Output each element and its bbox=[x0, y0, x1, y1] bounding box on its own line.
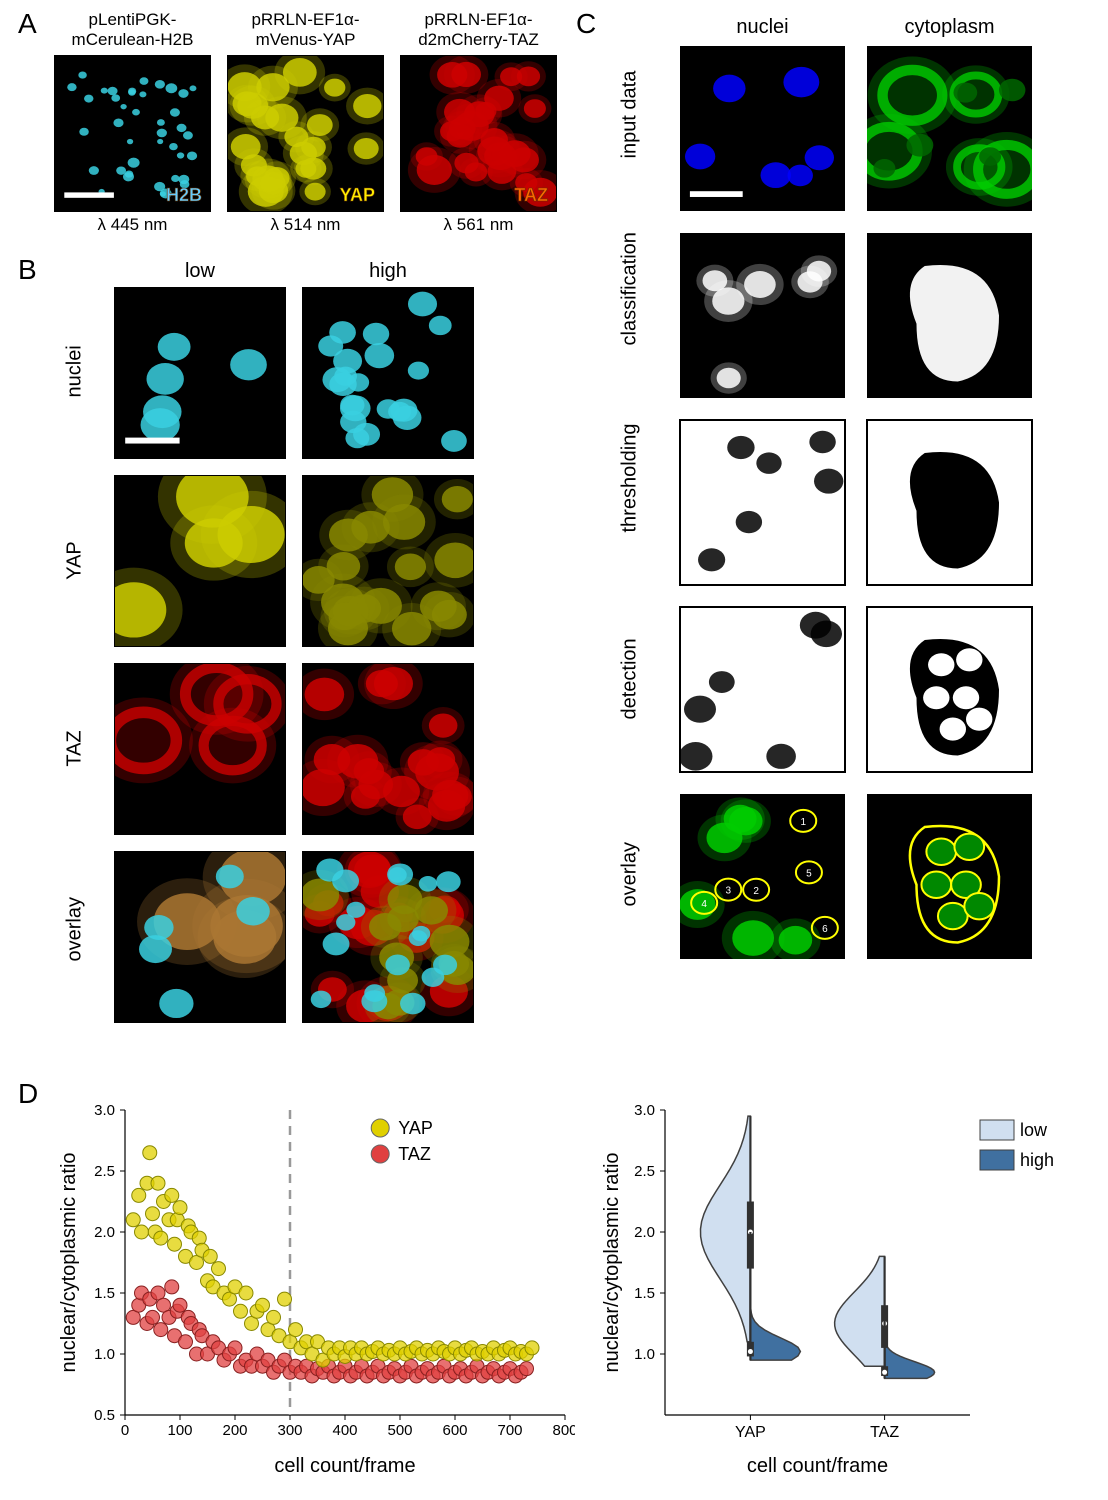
svg-text:nuclear/cytoplasmic ratio: nuclear/cytoplasmic ratio bbox=[601, 1152, 623, 1372]
panel-a-title-2: pRRLN-EF1α- d2mCherry-TAZ bbox=[401, 10, 556, 50]
panel-c-rowlabel-2: thresholding bbox=[619, 472, 642, 532]
svg-text:2: 2 bbox=[753, 886, 759, 897]
panel-a-title-1: pRRLN-EF1α- mVenus-YAP bbox=[228, 10, 383, 50]
svg-text:1: 1 bbox=[800, 817, 806, 828]
svg-text:800: 800 bbox=[552, 1422, 575, 1439]
svg-text:3.0: 3.0 bbox=[94, 1102, 115, 1119]
panel-c-rowlabel-3: detection bbox=[619, 659, 642, 719]
svg-text:3: 3 bbox=[725, 886, 731, 897]
svg-text:300: 300 bbox=[277, 1422, 302, 1439]
svg-text:700: 700 bbox=[497, 1422, 522, 1439]
svg-text:6: 6 bbox=[822, 924, 828, 935]
svg-text:3.0: 3.0 bbox=[634, 1102, 655, 1119]
panel-b-rowlabel-TAZ: TAZ bbox=[64, 724, 87, 774]
panel-a-wavelength-1: λ 514 nm bbox=[228, 215, 383, 235]
svg-text:YAP: YAP bbox=[735, 1424, 766, 1441]
panel-c-col-cytoplasm: cytoplasm bbox=[867, 16, 1032, 39]
svg-text:200: 200 bbox=[222, 1422, 247, 1439]
svg-text:0.5: 0.5 bbox=[94, 1407, 115, 1424]
panel-label-a: A bbox=[18, 8, 37, 40]
panel-d-violin: 1.0 1.5 2.0 2.5 3.0 YAP TAZ low high cell count/f… bbox=[600, 1095, 1090, 1490]
panel-b: lowhigh nuclei YAP TAZ overlay bbox=[50, 260, 540, 1040]
svg-text:0: 0 bbox=[121, 1422, 129, 1439]
svg-text:low: low bbox=[1020, 1120, 1048, 1140]
panel-label-b: B bbox=[18, 254, 37, 286]
svg-text:2.5: 2.5 bbox=[634, 1163, 655, 1180]
panel-b-rowlabel-YAP: YAP bbox=[64, 536, 87, 586]
panel-c: nuclei cytoplasm input data classification t… bbox=[600, 16, 1100, 981]
svg-text:600: 600 bbox=[442, 1422, 467, 1439]
svg-text:1.0: 1.0 bbox=[634, 1346, 655, 1363]
panel-c-col-nuclei: nuclei bbox=[680, 16, 845, 39]
svg-text:YAP: YAP bbox=[340, 185, 375, 205]
panel-label-d: D bbox=[18, 1078, 38, 1110]
svg-text:1.5: 1.5 bbox=[634, 1285, 655, 1302]
svg-text:1.0: 1.0 bbox=[94, 1346, 115, 1363]
svg-text:H2B: H2B bbox=[166, 185, 202, 205]
svg-text:400: 400 bbox=[332, 1422, 357, 1439]
svg-text:5: 5 bbox=[806, 868, 812, 879]
panel-d-scatter: 0 100 200 300 400 500 600 700 800 0.5 1.0 1.5 2.0 2.5… bbox=[55, 1095, 575, 1490]
panel-b-col-low: low bbox=[115, 260, 285, 283]
svg-text:500: 500 bbox=[387, 1422, 412, 1439]
panel-b-rowlabel-overlay: overlay bbox=[64, 912, 87, 962]
panel-a-wavelength-0: λ 445 nm bbox=[55, 215, 210, 235]
svg-text:cell count/frame: cell count/frame bbox=[747, 1455, 888, 1477]
panel-a: pLentiPGK- mCerulean-H2B H2B λ 445 nm pRRLN… bbox=[55, 10, 575, 240]
panel-a-wavelength-2: λ 561 nm bbox=[401, 215, 556, 235]
panel-a-title-0: pLentiPGK- mCerulean-H2B bbox=[55, 10, 210, 50]
panel-b-col-high: high bbox=[303, 260, 473, 283]
svg-text:TAZ: TAZ bbox=[398, 1144, 431, 1164]
svg-text:100: 100 bbox=[167, 1422, 192, 1439]
panel-c-rowlabel-1: classification bbox=[619, 285, 642, 345]
svg-text:cell count/frame: cell count/frame bbox=[274, 1455, 415, 1477]
svg-text:nuclear/cytoplasmic ratio: nuclear/cytoplasmic ratio bbox=[58, 1152, 80, 1372]
panel-label-c: C bbox=[576, 8, 596, 40]
svg-text:YAP: YAP bbox=[398, 1118, 433, 1138]
panel-c-rowlabel-0: input data bbox=[619, 98, 642, 158]
svg-text:2.0: 2.0 bbox=[94, 1224, 115, 1241]
svg-text:2.5: 2.5 bbox=[94, 1163, 115, 1180]
svg-text:high: high bbox=[1020, 1150, 1054, 1170]
svg-text:4: 4 bbox=[701, 899, 707, 910]
svg-text:1.5: 1.5 bbox=[94, 1285, 115, 1302]
svg-text:TAZ: TAZ bbox=[870, 1424, 899, 1441]
panel-c-rowlabel-4: overlay bbox=[619, 846, 642, 906]
svg-text:2.0: 2.0 bbox=[634, 1224, 655, 1241]
svg-text:TAZ: TAZ bbox=[514, 185, 548, 205]
panel-b-rowlabel-nuclei: nuclei bbox=[64, 348, 87, 398]
